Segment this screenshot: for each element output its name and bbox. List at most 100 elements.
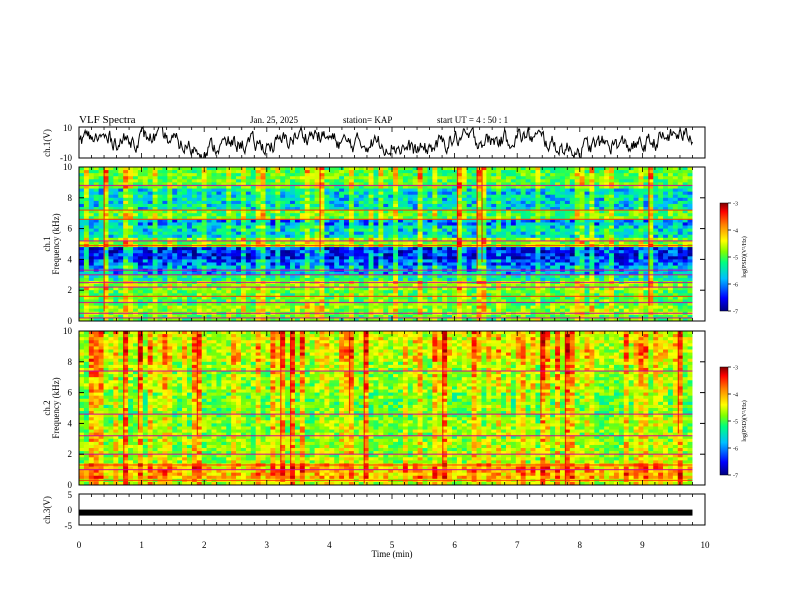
spectrogram-cell [550,234,556,239]
spectrogram-cell [240,265,247,270]
spectrogram-cell [530,219,536,223]
spectrogram-cell [432,170,438,174]
spectrogram-cell [530,197,536,202]
spectrogram-cell [417,262,423,266]
spectrogram-cell [137,284,144,288]
spectrogram-cell [491,271,497,276]
spectrogram-cell [358,274,365,279]
spectrogram-cell [437,284,443,288]
spectrogram-cell [599,200,605,205]
spectrogram-cell [79,207,85,211]
spectrogram-cell [309,200,315,205]
spectrogram-cell [535,176,541,180]
spectrogram-cell [93,207,100,211]
spectrogram-cell [422,167,428,171]
spectrogram-cell [388,231,394,236]
spectrogram-cell [260,197,266,202]
spectrogram-cell [83,185,90,189]
spectrogram-cell [398,173,404,177]
spectrogram-cell [663,207,669,211]
spectrogram-cell [358,182,365,186]
spectrogram-cell [103,225,109,229]
spectrogram-cell [231,173,237,177]
spectrogram-cell [231,256,237,260]
spectrogram-cell [98,191,104,196]
spectrogram-cell [383,277,389,282]
spectrogram-cell [275,210,281,214]
spectrogram-cell [167,259,173,263]
spectrogram-cell [447,170,453,174]
spectrogram-cell [226,256,232,260]
spectrogram-cell [663,216,669,220]
spectrogram-cell [663,176,669,180]
spectrogram-cell [98,179,104,183]
spectrogram-cell [363,182,369,186]
spectrogram-cell [402,247,409,251]
spectrogram-cell [540,210,546,214]
spectrogram-cell [123,173,129,177]
spectrogram-cell [559,216,566,220]
spectrogram-cell [142,188,149,193]
spectrogram-cell [290,271,296,276]
spectrogram-cell [559,250,566,254]
spectrogram-cell [221,271,227,276]
spectrogram-cell [383,176,389,180]
spectrogram-cell [378,200,384,205]
spectrogram-cell [128,194,134,199]
spectrogram-cell [496,210,502,214]
spectrogram-cell [358,253,365,257]
spectrogram-cell [687,271,693,276]
spectrogram-cell [407,200,414,205]
spectrogram-cell [329,277,335,282]
spectrogram-cell [103,259,109,263]
spectrogram-cell [491,216,497,220]
spectrogram-cell [270,247,276,251]
spectrogram-cell [584,250,590,254]
spectrogram-cell [294,176,301,180]
spectrogram-cell [236,219,242,223]
spectrogram-cell [137,213,144,217]
spectrogram-cell [182,170,188,174]
spectrogram-cell [505,170,512,174]
spectrogram-cell [368,194,374,199]
spectrogram-cell [319,225,325,229]
spectrogram-cell [260,179,266,183]
spectrogram-cell [476,203,482,208]
spectrogram-cell [564,250,571,254]
spectrogram-cell [245,259,252,263]
spectrogram-cell [569,256,576,260]
spectrogram-cell [128,219,134,223]
spectrogram-cell [618,234,625,239]
spectrogram-cell [339,250,345,254]
spectrogram-cell [555,197,561,202]
spectrogram-cell [167,173,173,177]
spectrogram-cell [324,167,330,171]
spectrogram-cell [461,271,468,276]
spectrogram-cell [368,203,374,208]
spectrogram-cell [290,256,296,260]
spectrogram-cell [358,191,365,196]
spectrogram-cell [633,234,639,239]
spectrogram-cell [638,216,644,220]
spectrogram-cell [191,176,198,180]
spectrogram-cell [628,188,634,193]
spectrogram-cell [491,259,497,263]
spectrogram-cell [623,284,630,288]
spectrogram-cell [481,256,487,260]
spectrogram-cell [555,191,561,196]
spectrogram-cell [422,262,428,266]
spectrogram-cell [667,262,674,266]
spectrogram-cell [407,219,414,223]
spectrogram-cell [79,194,85,199]
spectrogram-cell [422,284,428,288]
spectrogram-cell [324,197,330,202]
spectrogram-cell [638,176,644,180]
spectrogram-cell [304,265,311,270]
spectrogram-cell [599,287,605,291]
spectrogram-cell [182,262,188,266]
spectrogram-cell [373,237,379,242]
spectrogram-cell [677,191,684,196]
spectrogram-cell [525,287,531,291]
spectrogram-cell [294,203,301,208]
spectrogram-cell [373,194,379,199]
